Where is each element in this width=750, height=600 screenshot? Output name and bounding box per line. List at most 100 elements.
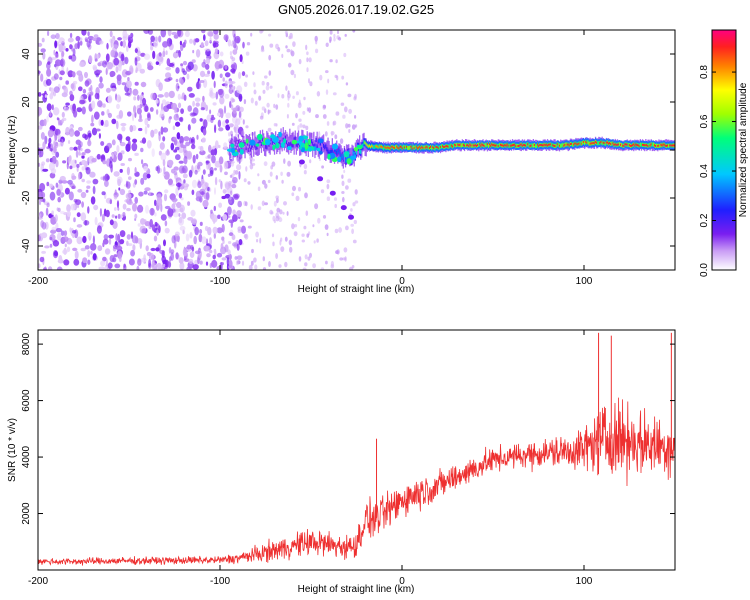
noise-cell: [177, 30, 182, 37]
noise-cell: [287, 102, 290, 108]
ridge-peak: [455, 144, 457, 147]
noise-cell: [228, 196, 232, 201]
noise-cell: [73, 110, 78, 118]
noise-cell: [314, 203, 319, 210]
ridge-peak: [622, 144, 624, 147]
noise-cell: [69, 94, 75, 102]
noise-cell: [202, 169, 206, 175]
noise-cell: [231, 98, 235, 103]
noise-cell: [214, 124, 217, 134]
noise-cell: [163, 171, 170, 180]
noise-cell: [109, 199, 113, 205]
noise-cell: [216, 227, 223, 234]
noise-cell: [148, 191, 151, 197]
ridge-peak: [473, 144, 475, 147]
noise-cell: [120, 163, 125, 166]
noise-cell: [65, 80, 69, 85]
noise-cell: [178, 160, 184, 164]
noise-cell: [345, 82, 349, 86]
ridge-cell: [229, 144, 231, 149]
noise-cell: [82, 235, 87, 244]
noise-cell: [266, 82, 270, 86]
noise-cell: [140, 147, 144, 153]
noise-cell: [260, 30, 264, 33]
ridge-cell: [265, 144, 267, 149]
noise-cell: [87, 130, 92, 139]
ridge-cell: [293, 137, 295, 142]
noise-cell: [62, 160, 67, 164]
ridge-cell: [562, 142, 564, 147]
noise-cell: [116, 176, 123, 184]
noise-cell: [80, 191, 87, 199]
noise-cell: [46, 103, 52, 111]
noise-cell: [150, 92, 156, 100]
noise-cell: [131, 142, 138, 152]
noise-cell: [109, 219, 114, 226]
noise-cell: [87, 139, 92, 147]
noise-cell: [165, 72, 172, 79]
noise-cell: [203, 119, 208, 129]
noise-cell: [238, 106, 244, 113]
y-tick-label: 2000: [21, 502, 32, 525]
ridge-cell: [440, 144, 443, 149]
ridge-peak: [513, 143, 515, 146]
noise-cell: [235, 240, 239, 244]
ridge-cell: [363, 140, 365, 145]
noise-cell: [40, 73, 44, 82]
ridge-blob: [316, 147, 321, 152]
noise-cell: [264, 183, 268, 189]
noise-cell: [98, 82, 104, 89]
noise-cell: [87, 259, 91, 265]
ridge-peak: [521, 144, 524, 147]
snr-y-axis-label: SNR (10 * v/v): [7, 418, 18, 482]
noise-cell: [58, 43, 63, 53]
noise-cell: [69, 227, 72, 233]
ridge-peak: [514, 143, 516, 146]
ridge-cell: [362, 143, 364, 148]
noise-cell: [295, 112, 298, 119]
noise-cell: [45, 207, 49, 216]
noise-cell: [335, 111, 340, 116]
noise-cell: [229, 174, 233, 178]
noise-cell: [137, 50, 141, 57]
noise-cell: [165, 66, 171, 71]
noise-cell: [53, 73, 59, 80]
noise-cell: [171, 168, 175, 174]
noise-cell: [197, 164, 200, 170]
ridge-cell: [333, 147, 336, 152]
noise-cell: [316, 238, 319, 243]
ridge-halo: [317, 138, 319, 157]
noise-cell: [126, 45, 129, 52]
noise-cell: [219, 51, 224, 57]
noise-cell: [212, 254, 216, 260]
noise-cell: [116, 145, 120, 153]
noise-cell: [53, 145, 57, 154]
ridge-cell: [431, 146, 433, 151]
noise-cell: [116, 200, 120, 209]
noise-cell: [317, 217, 321, 224]
noise-cell: [78, 172, 81, 180]
noise-cell: [207, 70, 211, 75]
noise-cell: [193, 235, 197, 245]
ridge-peak: [418, 146, 420, 149]
noise-cell: [250, 204, 253, 210]
noise-cell: [192, 264, 199, 270]
noise-cell: [237, 200, 242, 208]
noise-cell: [117, 37, 122, 41]
noise-cell: [186, 244, 192, 250]
noise-cell: [313, 240, 316, 244]
ridge-peak: [574, 142, 576, 145]
noise-cell: [134, 179, 138, 185]
ridge-peak: [605, 141, 608, 144]
ridge-cell: [408, 146, 410, 150]
ridge-peak: [660, 143, 662, 146]
ridge-peak: [661, 144, 663, 147]
noise-cell: [113, 207, 117, 211]
ridge-blob: [278, 131, 282, 138]
ridge-cell: [456, 142, 458, 147]
ridge-peak: [443, 146, 445, 149]
ridge-peak: [422, 146, 424, 149]
noise-cell: [155, 247, 160, 252]
ridge-peak: [529, 145, 531, 147]
noise-cell: [175, 121, 181, 127]
